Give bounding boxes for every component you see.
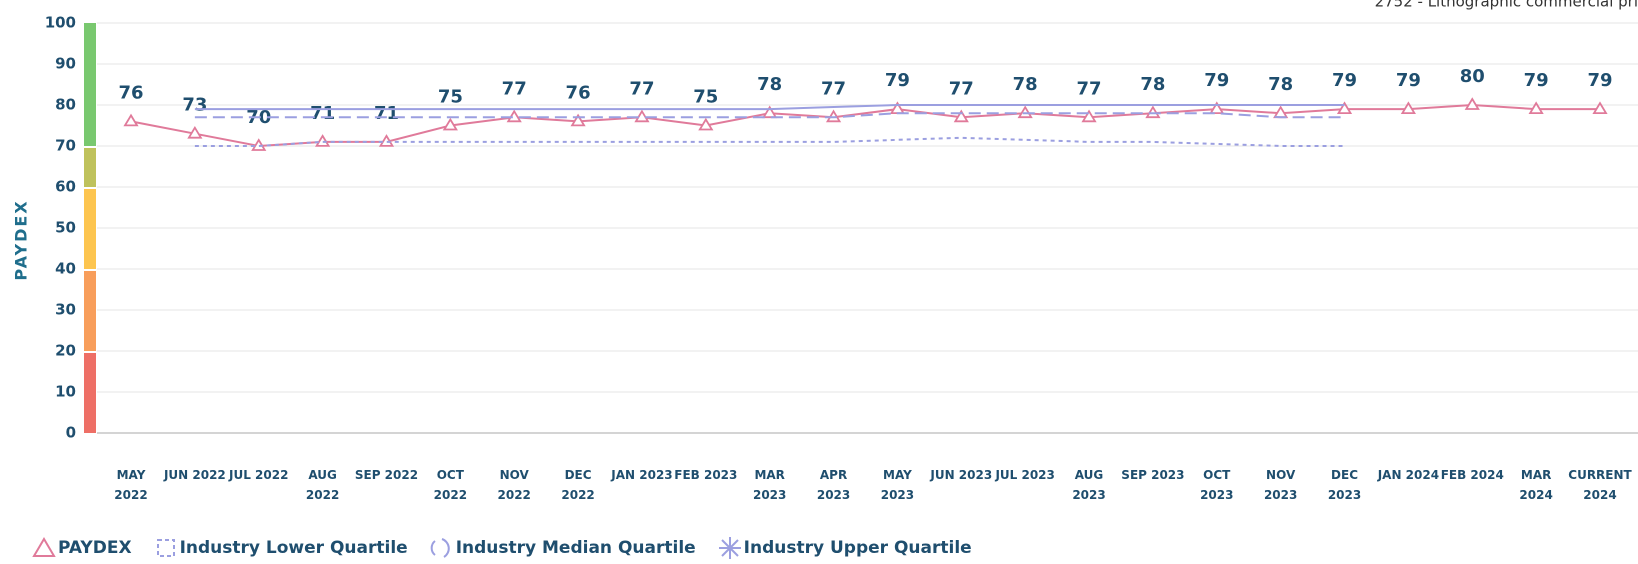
data-label: 77 bbox=[502, 78, 527, 99]
data-label: 75 bbox=[438, 87, 463, 108]
x-tick-label: SEP 2023 bbox=[1121, 468, 1185, 482]
data-label: 77 bbox=[1077, 78, 1102, 99]
y-tick-label: 20 bbox=[55, 342, 76, 360]
x-tick-label: DEC 2022 bbox=[561, 468, 595, 502]
legend-symbol bbox=[156, 539, 175, 557]
subtitle: 2752 - Lithographic commercial pri bbox=[1375, 0, 1638, 11]
band bbox=[84, 148, 96, 187]
y-tick-label: 10 bbox=[55, 383, 76, 401]
data-label: 78 bbox=[1013, 74, 1038, 95]
data-label: 79 bbox=[1587, 70, 1612, 91]
x-tick-label: JUN 2023 bbox=[930, 468, 993, 482]
x-tick-label: FEB 2023 bbox=[674, 468, 738, 482]
y-tick-label: 50 bbox=[55, 219, 76, 237]
series-line bbox=[194, 112, 1345, 119]
point bbox=[570, 113, 586, 127]
x-tick-label: OCT 2022 bbox=[433, 468, 468, 502]
band bbox=[84, 353, 96, 433]
legend-label: Industry Lower Quartile bbox=[179, 538, 408, 558]
x-tick-label: MAR 2023 bbox=[752, 468, 787, 502]
data-label: 75 bbox=[693, 87, 718, 108]
point bbox=[1592, 101, 1608, 114]
data-label: 71 bbox=[374, 103, 399, 124]
y-tick-label: 0 bbox=[66, 424, 76, 442]
point bbox=[1528, 101, 1544, 114]
legend-item: PAYDEX bbox=[32, 536, 132, 560]
data-label: 79 bbox=[885, 70, 910, 91]
data-label: 79 bbox=[1204, 70, 1229, 91]
data-label: 78 bbox=[1140, 74, 1165, 95]
y-tick-label: 80 bbox=[55, 96, 76, 114]
point bbox=[762, 105, 778, 119]
data-label: 71 bbox=[310, 103, 335, 124]
y-tick-label: 90 bbox=[55, 55, 76, 73]
x-tick-label: CURRENT 2024 bbox=[1568, 468, 1632, 502]
x-tick-label: SEP 2022 bbox=[354, 468, 419, 482]
series-line bbox=[130, 103, 1600, 148]
x-tick-label: JUN 2022 bbox=[163, 468, 226, 482]
point bbox=[1464, 97, 1480, 110]
x-tick-label: JUL 2023 bbox=[995, 468, 1055, 482]
data-label: 79 bbox=[1396, 70, 1421, 91]
data-label: 79 bbox=[1332, 70, 1357, 91]
x-tick-label: AUG 2023 bbox=[1072, 468, 1106, 502]
y-tick-label: 40 bbox=[55, 260, 76, 278]
data-label: 76 bbox=[118, 82, 143, 103]
data-label: 79 bbox=[1524, 70, 1549, 91]
data-label: 73 bbox=[182, 95, 207, 116]
legend-symbol bbox=[718, 537, 741, 559]
y-tick-label: 70 bbox=[55, 137, 76, 155]
x-tick-label: DEC 2023 bbox=[1327, 468, 1362, 502]
x-tick-label: JUL 2022 bbox=[229, 468, 289, 482]
data-label: 78 bbox=[1268, 74, 1293, 95]
point bbox=[698, 117, 714, 131]
legend: PAYDEX Industry Lower Quartile Industry Me… bbox=[32, 536, 972, 560]
y-tick-label: 60 bbox=[55, 178, 76, 196]
data-label: 80 bbox=[1460, 66, 1485, 87]
y-axis-label: PAYDEX bbox=[12, 199, 31, 280]
x-tick-label: JAN 2024 bbox=[1377, 468, 1440, 482]
legend-label: PAYDEX bbox=[58, 538, 132, 558]
x-tick-label: APR 2023 bbox=[816, 468, 851, 502]
data-label: 77 bbox=[821, 78, 846, 99]
x-tick-label: JAN 2023 bbox=[611, 468, 673, 482]
band bbox=[84, 271, 96, 351]
band bbox=[84, 189, 96, 269]
data-label: 77 bbox=[629, 78, 654, 99]
x-tick-label: MAY 2022 bbox=[114, 468, 148, 502]
legend-symbol bbox=[32, 537, 56, 557]
series-line bbox=[194, 104, 1345, 111]
legend-label: Industry Median Quartile bbox=[455, 538, 696, 558]
data-label: 78 bbox=[757, 74, 782, 95]
legend-item: Industry Upper Quartile bbox=[718, 536, 972, 560]
x-tick-label: AUG 2022 bbox=[305, 468, 340, 502]
x-tick-label: MAR 2024 bbox=[1519, 468, 1553, 502]
legend-symbol bbox=[430, 538, 450, 558]
point bbox=[1336, 101, 1353, 114]
point bbox=[953, 109, 969, 123]
band bbox=[84, 23, 96, 146]
x-tick-label: MAY 2023 bbox=[880, 468, 915, 502]
legend-label: Industry Upper Quartile bbox=[743, 538, 972, 558]
point bbox=[442, 117, 458, 131]
point bbox=[187, 125, 203, 139]
x-tick-label: OCT 2023 bbox=[1200, 468, 1234, 502]
data-label: 77 bbox=[949, 78, 974, 99]
y-tick-label: 100 bbox=[45, 14, 76, 32]
y-tick-label: 30 bbox=[55, 301, 76, 319]
x-tick-label: NOV 2023 bbox=[1263, 468, 1298, 502]
point bbox=[1400, 101, 1416, 114]
data-label: 76 bbox=[566, 82, 591, 103]
legend-item: Industry Lower Quartile bbox=[154, 536, 408, 560]
point bbox=[1081, 109, 1097, 123]
point bbox=[123, 113, 139, 127]
legend-item: Industry Median Quartile bbox=[430, 536, 696, 560]
x-tick-label: FEB 2024 bbox=[1440, 468, 1504, 482]
point bbox=[1209, 101, 1225, 114]
x-tick-label: NOV 2022 bbox=[497, 468, 531, 502]
